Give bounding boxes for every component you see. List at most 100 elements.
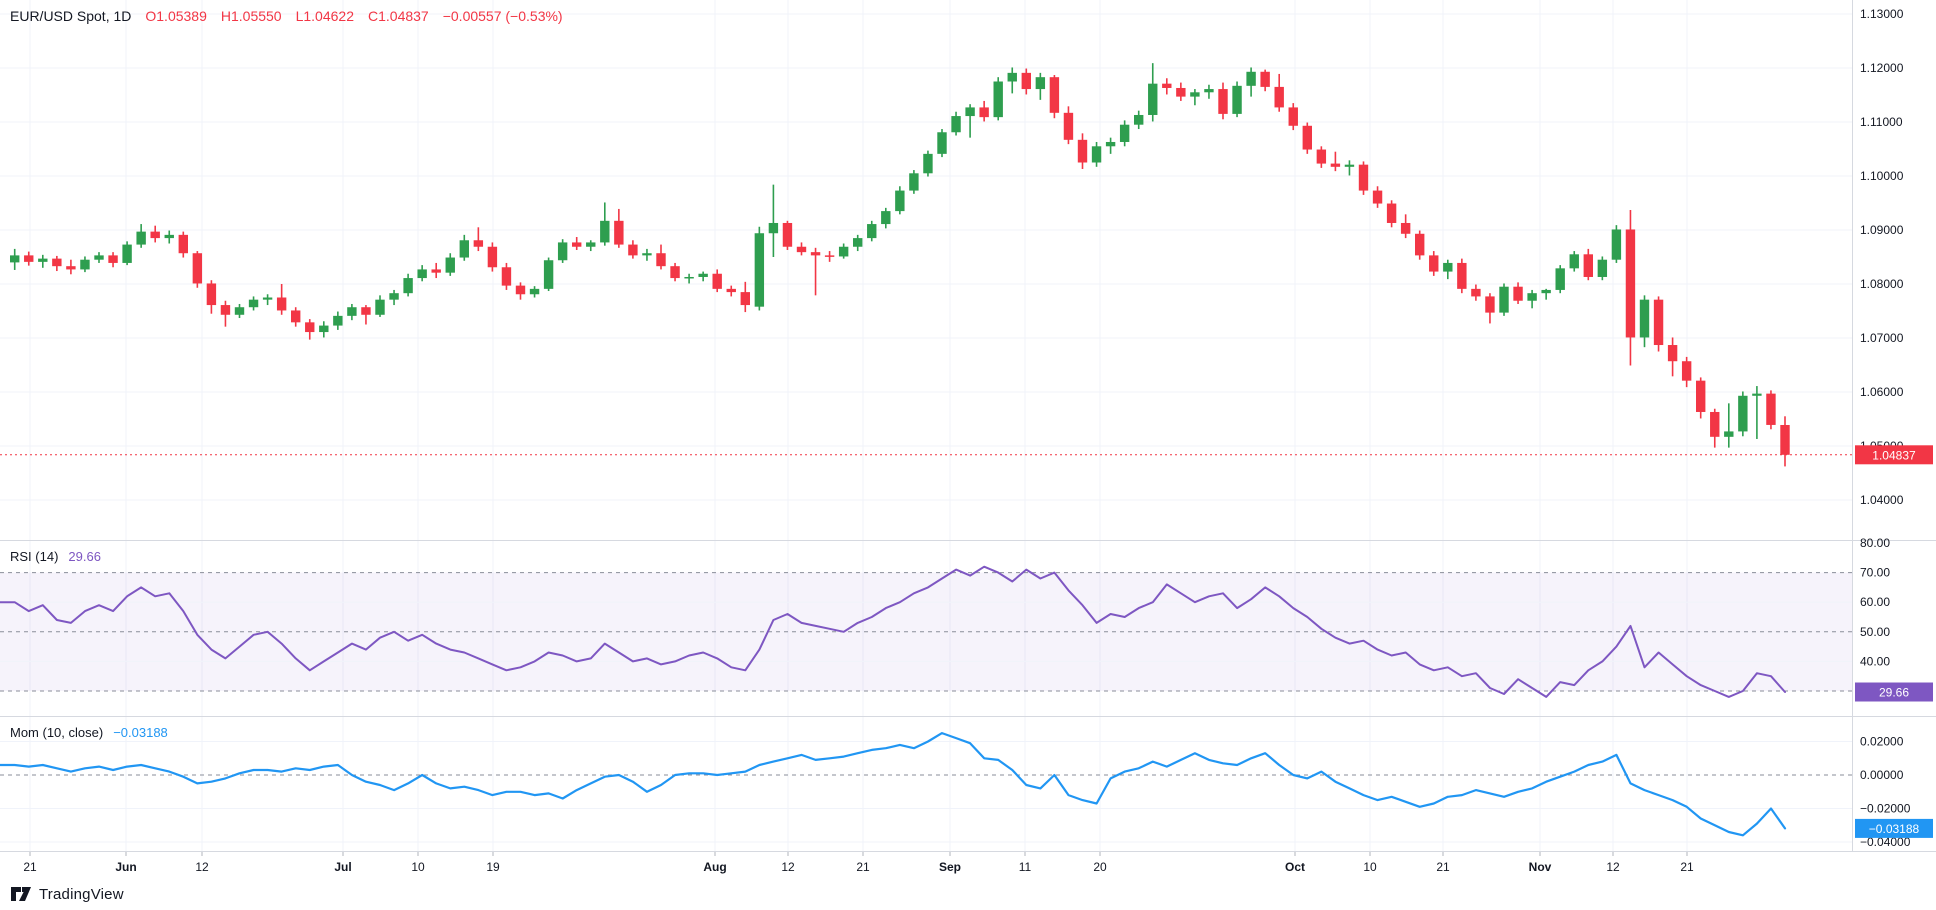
candle-body-down xyxy=(1400,222,1411,234)
candle-body-down xyxy=(1415,233,1425,256)
candle-body-down xyxy=(1625,229,1636,338)
candle-body-down xyxy=(1667,345,1678,362)
candle-body-down xyxy=(628,244,638,256)
rsi-axis-label: 40.00 xyxy=(1860,654,1890,668)
time-label-month: Nov xyxy=(1529,860,1552,874)
candle-body-up xyxy=(375,299,385,315)
price-axis-label: 1.13000 xyxy=(1860,7,1904,21)
candle-body-up xyxy=(1443,262,1453,272)
candle-body-up xyxy=(459,240,469,258)
candle-body-up xyxy=(122,244,132,263)
candle-body-up xyxy=(838,246,849,257)
candle-body-down xyxy=(1021,72,1031,90)
candle-body-down xyxy=(1049,77,1060,113)
candle-body-down xyxy=(1696,380,1706,412)
candle-body-up xyxy=(1091,146,1102,163)
candle-body-down xyxy=(1457,262,1467,289)
candle-body-down xyxy=(740,292,750,306)
candle-body-down xyxy=(1653,299,1664,346)
candle-body-up xyxy=(1541,289,1551,294)
candle-body-up xyxy=(1105,141,1116,147)
candle-body-down xyxy=(1429,255,1439,272)
candle-body-down xyxy=(1780,424,1790,455)
time-label-month: Aug xyxy=(703,860,726,874)
candle-body-up xyxy=(1639,299,1650,338)
rsi-value: 29.66 xyxy=(68,549,101,564)
mom-axis-label: 0.02000 xyxy=(1860,735,1904,749)
rsi-line xyxy=(0,565,1786,698)
rsi-label[interactable]: RSI (14) xyxy=(10,549,59,564)
time-label-day: 21 xyxy=(856,860,870,874)
candle-body-up xyxy=(1555,268,1565,290)
rsi-legend[interactable]: RSI (14) 29.66 xyxy=(10,549,101,564)
candle-body-up xyxy=(965,107,975,117)
candle-body-up xyxy=(867,224,877,239)
candle-body-down xyxy=(1260,71,1270,87)
candle-body-up xyxy=(557,242,568,261)
candle-body-up xyxy=(234,307,245,315)
candle-body-down xyxy=(501,267,512,286)
candle-body-down xyxy=(1485,296,1495,313)
candle-body-down xyxy=(150,231,160,239)
rsi-axis-label: 70.00 xyxy=(1860,566,1890,580)
mom-legend[interactable]: Mom (10, close) −0.03188 xyxy=(10,725,168,740)
candle-body-down xyxy=(192,253,203,284)
candle-body-down xyxy=(1766,393,1776,425)
candle-body-up xyxy=(684,276,694,279)
candle-body-down xyxy=(1288,107,1298,126)
candle-body-down xyxy=(824,255,835,257)
candle-body-up xyxy=(951,116,961,133)
candle-body-down xyxy=(670,266,680,279)
candle-body-down xyxy=(1358,164,1369,191)
candle-body-down xyxy=(1302,125,1312,150)
candle-body-up xyxy=(248,299,259,308)
candle-body-down xyxy=(178,234,188,254)
last-price-badge xyxy=(1855,445,1933,465)
candle-body-up xyxy=(543,260,554,289)
candle-body-down xyxy=(782,222,793,247)
candle-body-down xyxy=(291,310,301,323)
time-label-day: 21 xyxy=(1436,860,1450,874)
candle-body-up xyxy=(94,255,104,260)
candle-body-up xyxy=(698,273,708,277)
candle-body-down xyxy=(24,255,34,262)
candle-body-down xyxy=(1316,149,1327,164)
legend-symbol-interval[interactable]: EUR/USD Spot, 1D xyxy=(10,8,132,24)
candle-body-down xyxy=(1710,411,1720,437)
candle-body-up xyxy=(1246,71,1256,86)
symbol-legend[interactable]: EUR/USD Spot, 1D O1.05389 H1.05550 L1.04… xyxy=(10,8,563,24)
mom-value-badge xyxy=(1855,818,1933,838)
candle-body-up xyxy=(347,307,357,316)
candle-body-up xyxy=(1007,72,1017,82)
candle-body-up xyxy=(1569,254,1579,269)
time-label-day: 12 xyxy=(781,860,795,874)
candle-body-down xyxy=(1583,254,1593,277)
time-label-day: 10 xyxy=(411,860,425,874)
mom-label[interactable]: Mom (10, close) xyxy=(10,725,104,740)
candle-body-down xyxy=(1176,87,1186,97)
candle-body-up xyxy=(895,190,905,212)
candle-body-down xyxy=(1218,89,1228,114)
candle-body-down xyxy=(108,255,118,263)
candle-body-down xyxy=(1681,361,1692,381)
candle-body-up xyxy=(1204,89,1214,93)
candle-body-up xyxy=(445,257,455,273)
price-axis-label: 1.07000 xyxy=(1860,331,1904,345)
price-axis-label: 1.06000 xyxy=(1860,385,1904,399)
candle-body-down xyxy=(66,266,76,270)
candle-body-up xyxy=(586,242,596,247)
time-label-month: Jun xyxy=(115,860,136,874)
candle-body-down xyxy=(220,305,231,315)
price-axis-label: 1.11000 xyxy=(1860,115,1903,129)
candle-body-up xyxy=(1035,77,1046,90)
mom-axis-label: −0.02000 xyxy=(1860,802,1911,816)
mom-line xyxy=(0,731,1787,837)
candle-body-up xyxy=(529,288,540,295)
candle-body-up xyxy=(1752,393,1762,396)
candle-body-up xyxy=(937,132,947,154)
tradingview-attribution[interactable]: TradingView xyxy=(10,884,124,904)
rsi-axis-label: 80.00 xyxy=(1860,536,1890,550)
time-label-month: Sep xyxy=(939,860,961,874)
candle-body-up xyxy=(754,233,765,307)
